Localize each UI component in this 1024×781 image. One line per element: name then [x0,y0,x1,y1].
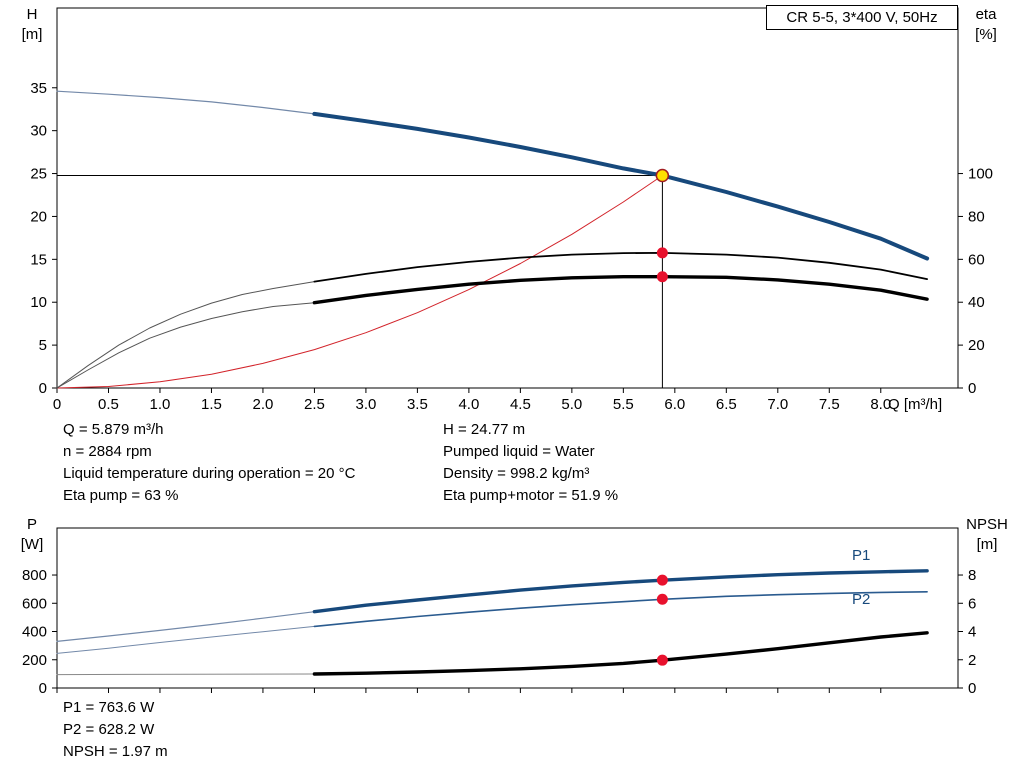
qh-lead [56,90,315,115]
annotation-h: H = 24.77 m [443,421,526,438]
eta-pump-lead [56,281,315,389]
p1-lead [56,611,315,642]
svg-text:100: 100 [968,166,993,183]
annotation-pumped-liquid: Pumped liquid = Water [443,443,595,460]
bottom-annotations: P1 = 763.6 W P2 = 628.2 W NPSH = 1.97 m [63,697,168,763]
svg-text:1.5: 1.5 [201,396,222,413]
svg-text:5.5: 5.5 [613,396,634,413]
svg-text:0: 0 [968,380,976,397]
svg-text:30: 30 [30,123,47,140]
eta-pump-motor-point [656,271,668,283]
annotation-eta-pump-motor: Eta pump+motor = 51.9 % [443,487,619,504]
svg-text:3.5: 3.5 [407,396,428,413]
svg-text:2: 2 [968,652,976,669]
qh-curve [312,111,930,261]
eta-pump-point [656,247,668,259]
eta-pump-motor [312,275,929,305]
eta-axis-label: eta [%] [962,5,1010,45]
duty-point [655,168,670,183]
svg-text:7.5: 7.5 [819,396,840,413]
p-axis-label-line2: [W] [20,536,44,553]
p-axis-label: P [W] [12,515,52,555]
annotation-eta-pump: Eta pump = 63 % [63,487,179,504]
p1-point [656,574,668,586]
svg-text:10: 10 [30,294,47,311]
top-chart-svg: 0 0.5 1.0 1.5 2.0 2.5 3.0 3.5 4.0 4.5 5.0 5.5 6.0 6.5… [30,7,993,413]
svg-text:4.5: 4.5 [510,396,531,413]
npsh-axis-label: NPSH [m] [956,515,1018,555]
svg-text:8.0: 8.0 [870,396,891,413]
svg-text:0: 0 [53,396,61,413]
top-annotations-right: H = 24.77 m Pumped liquid = Water Densit… [443,419,618,507]
svg-text:1.0: 1.0 [150,396,171,413]
npsh-axis-label-line1: NPSH [966,516,1008,533]
p2-point [656,593,668,605]
annotation-p1: P1 = 763.6 W [63,699,155,716]
p1-curve-label: P1 [852,547,871,564]
svg-text:80: 80 [968,208,985,225]
svg-text:15: 15 [30,251,47,268]
svg-text:35: 35 [30,80,47,97]
svg-text:20: 20 [968,337,985,354]
svg-text:5.0: 5.0 [561,396,582,413]
npsh-axis-label-line2: [m] [976,536,998,553]
svg-text:800: 800 [22,567,47,584]
svg-text:5: 5 [39,337,47,354]
svg-text:25: 25 [30,166,47,183]
svg-text:6: 6 [968,595,976,612]
svg-text:0: 0 [39,680,47,697]
svg-text:6.0: 6.0 [664,396,685,413]
eta-pump [313,251,928,283]
p-axis-label-line1: P [26,516,37,533]
svg-text:2.5: 2.5 [304,396,325,413]
svg-text:20: 20 [30,208,47,225]
svg-text:0: 0 [39,380,47,397]
p2-curve-label: P2 [852,591,871,608]
annotation-q: Q = 5.879 m³/h [63,421,164,438]
bottom-chart-svg: 0 200 400 600 800 0 2 4 6 8 [22,527,976,697]
svg-text:2.0: 2.0 [253,396,274,413]
annotation-density: Density = 998.2 kg/m³ [443,465,590,482]
h-axis-label: H [m] [12,5,52,45]
p2-curve [313,591,928,628]
svg-text:600: 600 [22,595,47,612]
npsh-lead [56,673,315,676]
h-axis-label-line2: [m] [21,26,43,43]
annotation-npsh: NPSH = 1.97 m [63,743,168,760]
svg-text:0.5: 0.5 [98,396,119,413]
eta-pump-motor-lead [56,302,315,389]
p2-lead [56,625,315,654]
svg-text:8: 8 [968,567,976,584]
p1-curve [312,569,929,614]
pump-title-box: CR 5-5, 3*400 V, 50Hz [766,5,958,30]
svg-text:3.0: 3.0 [355,396,376,413]
annotation-n: n = 2884 rpm [63,443,152,460]
eta-axis-label-line1: eta [975,6,997,23]
svg-text:200: 200 [22,652,47,669]
npsh-point [656,654,668,666]
svg-text:60: 60 [968,251,985,268]
svg-text:7.0: 7.0 [767,396,788,413]
svg-text:40: 40 [968,294,985,311]
h-axis-label-line1: H [26,6,38,23]
annotation-p2: P2 = 628.2 W [63,721,155,738]
eta-axis-label-line2: [%] [975,26,997,43]
svg-text:400: 400 [22,624,47,641]
svg-text:4.0: 4.0 [458,396,479,413]
npsh-curve [312,631,929,676]
svg-text:0: 0 [968,680,976,697]
annotation-liquid-temp: Liquid temperature during operation = 20… [63,465,356,482]
system-curve [56,175,663,389]
top-annotations-left: Q = 5.879 m³/h n = 2884 rpm Liquid tempe… [63,419,355,507]
q-axis-label: Q [m³/h] [888,396,943,413]
svg-text:6.5: 6.5 [716,396,737,413]
svg-text:4: 4 [968,624,976,641]
